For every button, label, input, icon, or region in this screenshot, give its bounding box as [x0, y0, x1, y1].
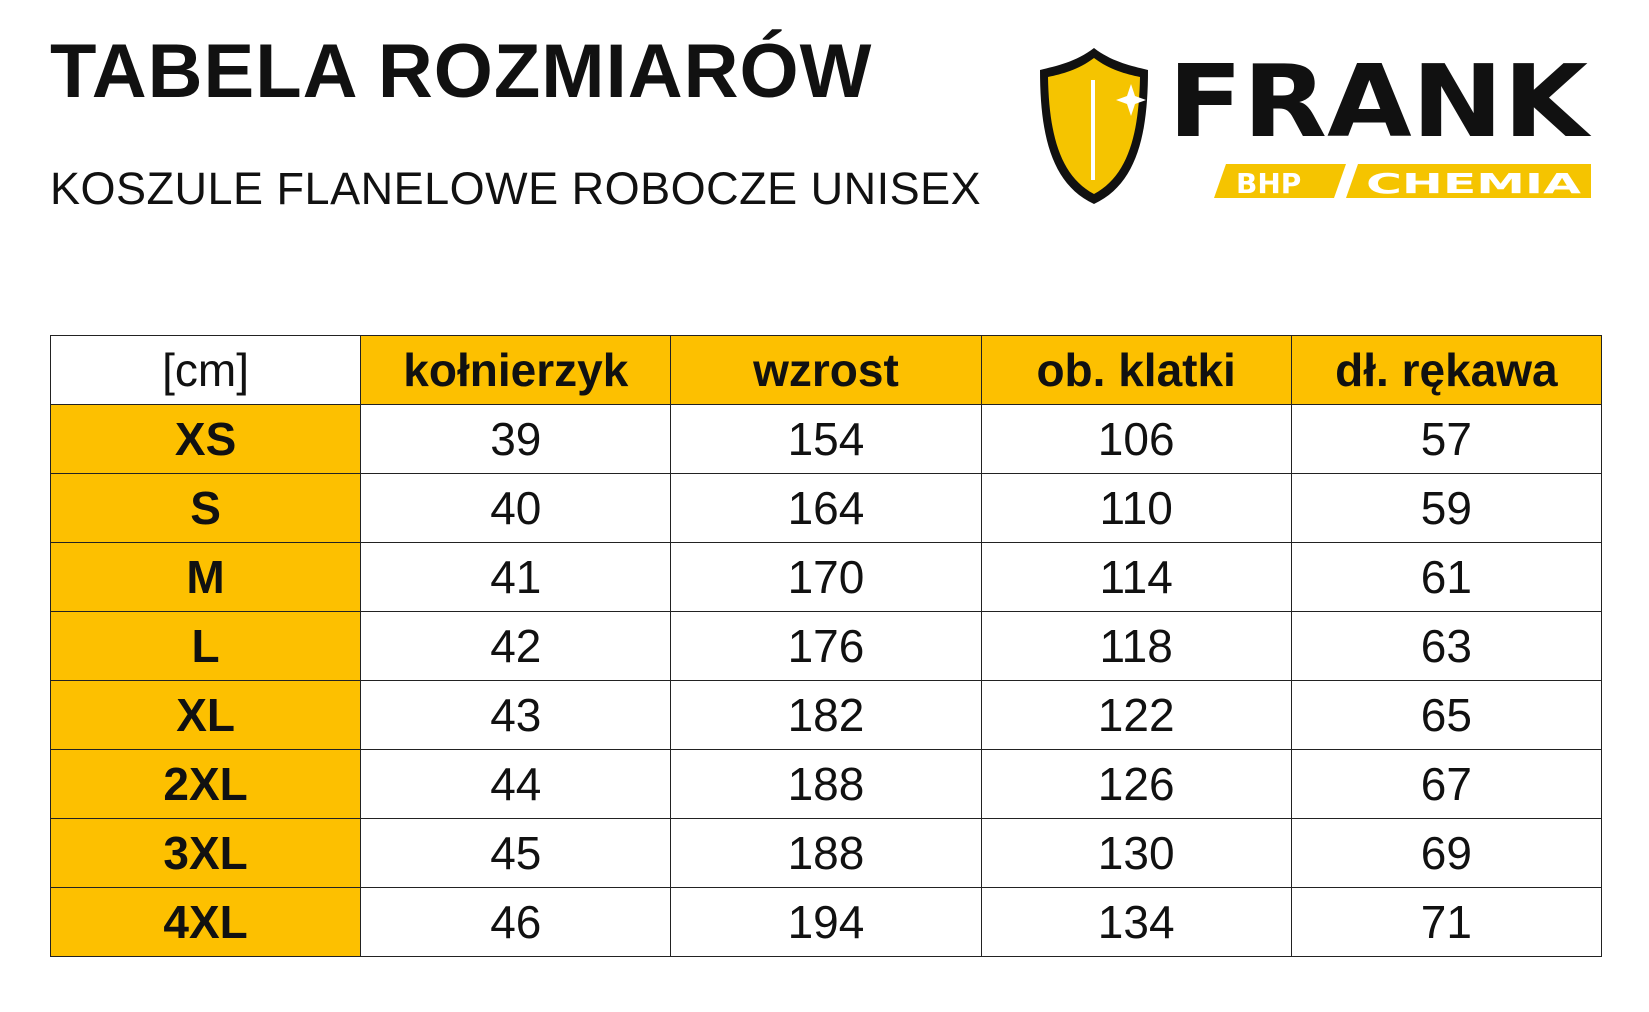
table-cell: 134 [980, 887, 1292, 957]
table-cell: 188 [670, 749, 982, 819]
page-subtitle: KOSZULE FLANELOWE ROBOCZE UNISEX [50, 163, 982, 214]
table-cell: 110 [980, 473, 1292, 543]
size-label: 2XL [49, 749, 362, 819]
table-cell: 130 [980, 818, 1292, 888]
size-label: M [49, 542, 362, 612]
table-row: L 42 176 118 63 [49, 611, 1603, 681]
table-cell: 41 [360, 542, 672, 612]
table-cell: 59 [1290, 473, 1603, 543]
size-label: 3XL [49, 818, 362, 888]
table-cell: 63 [1290, 611, 1603, 681]
table-cell: 42 [360, 611, 672, 681]
size-label: XS [49, 404, 362, 474]
table-cell: 69 [1290, 818, 1603, 888]
table-cell: 188 [670, 818, 982, 888]
table-cell: 65 [1290, 680, 1603, 750]
table-cell: 44 [360, 749, 672, 819]
size-table: [cm] kołnierzyk wzrost ob. klatki dł. rę… [49, 335, 1603, 957]
column-header: kołnierzyk [360, 335, 672, 405]
table-row: XS 39 154 106 57 [49, 404, 1603, 474]
table-cell: 126 [980, 749, 1292, 819]
logo-brand: FRANK [1168, 43, 1592, 160]
table-cell: 176 [670, 611, 982, 681]
table-cell: 182 [670, 680, 982, 750]
size-label: XL [49, 680, 362, 750]
table-row: 4XL 46 194 134 71 [49, 887, 1603, 957]
table-cell: 164 [670, 473, 982, 543]
table-cell: 106 [980, 404, 1292, 474]
column-header: wzrost [670, 335, 982, 405]
table-row: S 40 164 110 59 [49, 473, 1603, 543]
table-row: 2XL 44 188 126 67 [49, 749, 1603, 819]
table-cell: 118 [980, 611, 1292, 681]
table-row: 3XL 45 188 130 69 [49, 818, 1603, 888]
logo-tagline-chemia: CHEMIA [1366, 167, 1582, 200]
table-cell: 40 [360, 473, 672, 543]
table-cell: 45 [360, 818, 672, 888]
table-cell: 46 [360, 887, 672, 957]
table-cell: 154 [670, 404, 982, 474]
size-label: 4XL [49, 887, 362, 957]
size-label: L [49, 611, 362, 681]
table-cell: 170 [670, 542, 982, 612]
table-cell: 67 [1290, 749, 1603, 819]
column-header: ob. klatki [980, 335, 1292, 405]
frank-logo: FRANK BHP CHEMIA [1040, 43, 1592, 204]
table-cell: 71 [1290, 887, 1603, 957]
table-cell: 57 [1290, 404, 1603, 474]
table-cell: 114 [980, 542, 1292, 612]
table-cell: 43 [360, 680, 672, 750]
table-row: M 41 170 114 61 [49, 542, 1603, 612]
column-header: dł. rękawa [1290, 335, 1603, 405]
page-title: TABELA ROZMIARÓW [50, 29, 873, 114]
table-cell: 39 [360, 404, 672, 474]
size-label: S [49, 473, 362, 543]
table-cell: 122 [980, 680, 1292, 750]
shield-icon [1040, 48, 1148, 204]
unit-header: [cm] [49, 335, 362, 405]
table-cell: 194 [670, 887, 982, 957]
table-row: XL 43 182 122 65 [49, 680, 1603, 750]
table-cell: 61 [1290, 542, 1603, 612]
table-header-row: [cm] kołnierzyk wzrost ob. klatki dł. rę… [49, 335, 1603, 405]
logo-tagline-bhp: BHP [1236, 167, 1301, 200]
